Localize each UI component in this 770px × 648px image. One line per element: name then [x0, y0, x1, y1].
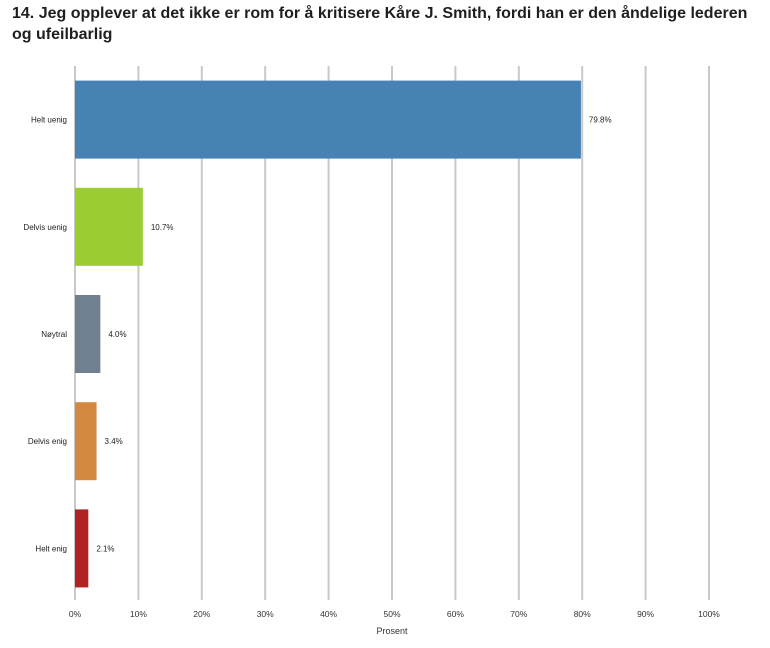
- x-tick-label: 0%: [69, 609, 82, 619]
- x-tick-label: 50%: [383, 609, 400, 619]
- category-label: Delvis enig: [28, 437, 67, 446]
- bars: [75, 80, 581, 588]
- category-label: Delvis uenig: [23, 223, 67, 232]
- bar: [75, 187, 143, 266]
- value-label: 3.4%: [105, 437, 123, 446]
- category-label: Helt uenig: [31, 116, 67, 125]
- bar: [75, 295, 101, 373]
- value-label: 10.7%: [151, 223, 174, 232]
- labels: 0% 10% 20% 30% 40% 50% 60% 70% 80% 90% 100% Helt ue…: [23, 116, 720, 619]
- x-tick-label: 100%: [698, 609, 720, 619]
- x-tick-label: 40%: [320, 609, 337, 619]
- chart-title: 14. Jeg opplever at det ikke er rom for …: [12, 5, 748, 43]
- bar: [75, 509, 89, 588]
- x-tick-label: 80%: [574, 609, 591, 619]
- x-tick-label: 60%: [447, 609, 464, 619]
- value-label: 79.8%: [589, 116, 612, 125]
- bar: [75, 402, 97, 481]
- x-tick-label: 10%: [130, 609, 147, 619]
- bar: [75, 80, 581, 159]
- x-axis-title: Prosent: [376, 626, 408, 636]
- x-tick-label: 90%: [637, 609, 654, 619]
- value-label: 4.0%: [108, 330, 126, 339]
- value-label: 2.1%: [96, 544, 114, 553]
- x-tick-label: 20%: [193, 609, 210, 619]
- category-label: Nøytral: [41, 330, 67, 339]
- category-label: Helt enig: [35, 544, 67, 553]
- x-tick-label: 30%: [257, 609, 274, 619]
- x-tick-label: 70%: [510, 609, 527, 619]
